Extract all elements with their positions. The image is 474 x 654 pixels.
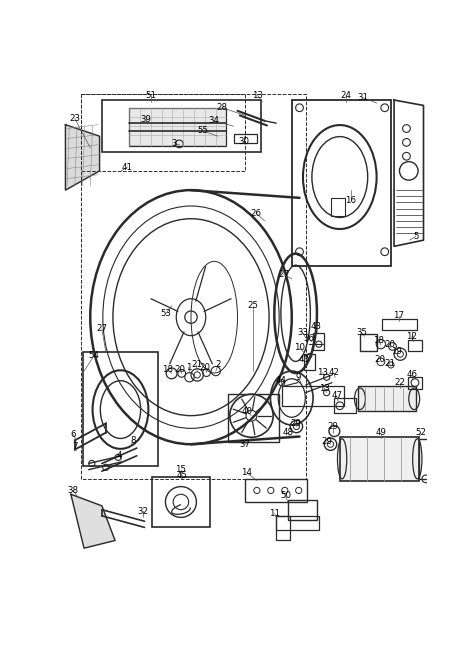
Text: 53: 53	[161, 309, 172, 318]
Text: 41: 41	[122, 163, 133, 171]
Text: 43: 43	[299, 355, 310, 364]
Text: 14: 14	[241, 468, 252, 477]
Text: 55: 55	[197, 126, 208, 135]
Bar	[292, 100, 391, 266]
Text: 20: 20	[174, 365, 185, 374]
Bar	[313, 333, 324, 349]
Bar	[152, 477, 210, 527]
Text: 36: 36	[303, 334, 314, 343]
Text: 51: 51	[145, 91, 156, 100]
Bar	[129, 108, 226, 146]
Bar	[340, 436, 419, 481]
Text: 47: 47	[331, 391, 342, 400]
Text: 8: 8	[130, 436, 136, 445]
Text: 35: 35	[356, 328, 367, 337]
Text: 33: 33	[297, 328, 308, 337]
Bar	[419, 439, 433, 479]
Text: 7: 7	[72, 442, 78, 451]
Text: 42: 42	[328, 368, 339, 377]
Text: 26: 26	[251, 209, 262, 218]
Text: 49: 49	[375, 428, 386, 437]
Text: 21: 21	[191, 360, 202, 370]
Text: 24: 24	[340, 91, 352, 100]
Text: 45: 45	[176, 470, 187, 479]
Text: 38: 38	[68, 486, 79, 495]
Text: 23: 23	[69, 114, 80, 123]
Bar	[102, 100, 261, 152]
Text: 1: 1	[186, 363, 191, 371]
Text: 48: 48	[283, 428, 293, 437]
Bar	[288, 500, 317, 520]
Text: 43: 43	[311, 322, 322, 331]
Text: 27: 27	[96, 324, 108, 334]
Bar	[276, 516, 319, 530]
Text: 18: 18	[162, 365, 173, 374]
Text: 28: 28	[217, 103, 228, 112]
Text: 54: 54	[89, 351, 100, 360]
Text: 20: 20	[200, 363, 210, 371]
Text: 20: 20	[374, 355, 386, 364]
Bar	[408, 377, 422, 388]
Bar	[334, 398, 356, 413]
Text: 2: 2	[215, 360, 221, 370]
Bar	[304, 354, 315, 370]
Text: 25: 25	[247, 301, 258, 310]
Text: 44: 44	[275, 376, 286, 385]
Bar	[331, 198, 345, 216]
Text: 9: 9	[295, 373, 301, 382]
Bar	[234, 134, 257, 143]
Text: 13: 13	[252, 91, 263, 100]
Text: 21: 21	[384, 359, 395, 368]
Text: 18: 18	[373, 336, 384, 345]
Text: 20: 20	[385, 339, 396, 349]
Text: 17: 17	[393, 311, 404, 320]
Text: 34: 34	[209, 116, 220, 126]
Bar	[382, 318, 417, 330]
Text: 22: 22	[395, 378, 406, 387]
Bar	[408, 340, 422, 351]
Text: 6: 6	[71, 430, 76, 439]
Text: 29: 29	[328, 422, 338, 431]
Text: 15: 15	[175, 465, 186, 474]
Text: 32: 32	[137, 507, 148, 516]
Text: 39: 39	[141, 115, 152, 124]
Text: 46: 46	[406, 370, 418, 379]
Text: 10: 10	[294, 343, 305, 353]
Bar	[360, 334, 377, 351]
Polygon shape	[65, 125, 100, 190]
Text: 31: 31	[357, 94, 369, 102]
Text: 4: 4	[117, 451, 122, 460]
Bar	[82, 352, 158, 466]
Text: 13: 13	[317, 368, 328, 377]
Text: 5: 5	[413, 232, 419, 241]
Text: 16: 16	[345, 196, 356, 205]
Text: 13: 13	[319, 383, 330, 392]
Bar	[245, 479, 307, 502]
Text: 11: 11	[269, 509, 280, 518]
Text: 40: 40	[241, 407, 252, 416]
Text: 52: 52	[415, 428, 426, 437]
Text: 12: 12	[406, 332, 418, 341]
Bar	[228, 394, 279, 442]
Text: 50: 50	[280, 491, 291, 500]
Bar	[283, 387, 345, 405]
Bar	[276, 516, 290, 540]
Polygon shape	[71, 494, 115, 548]
Bar	[357, 387, 416, 411]
Text: 19: 19	[391, 347, 402, 356]
Text: 37: 37	[240, 439, 251, 449]
Text: 27: 27	[279, 270, 290, 279]
Text: 29: 29	[290, 419, 301, 428]
Text: 3: 3	[171, 139, 177, 148]
Text: 30: 30	[238, 137, 249, 146]
Text: 29: 29	[321, 438, 332, 447]
